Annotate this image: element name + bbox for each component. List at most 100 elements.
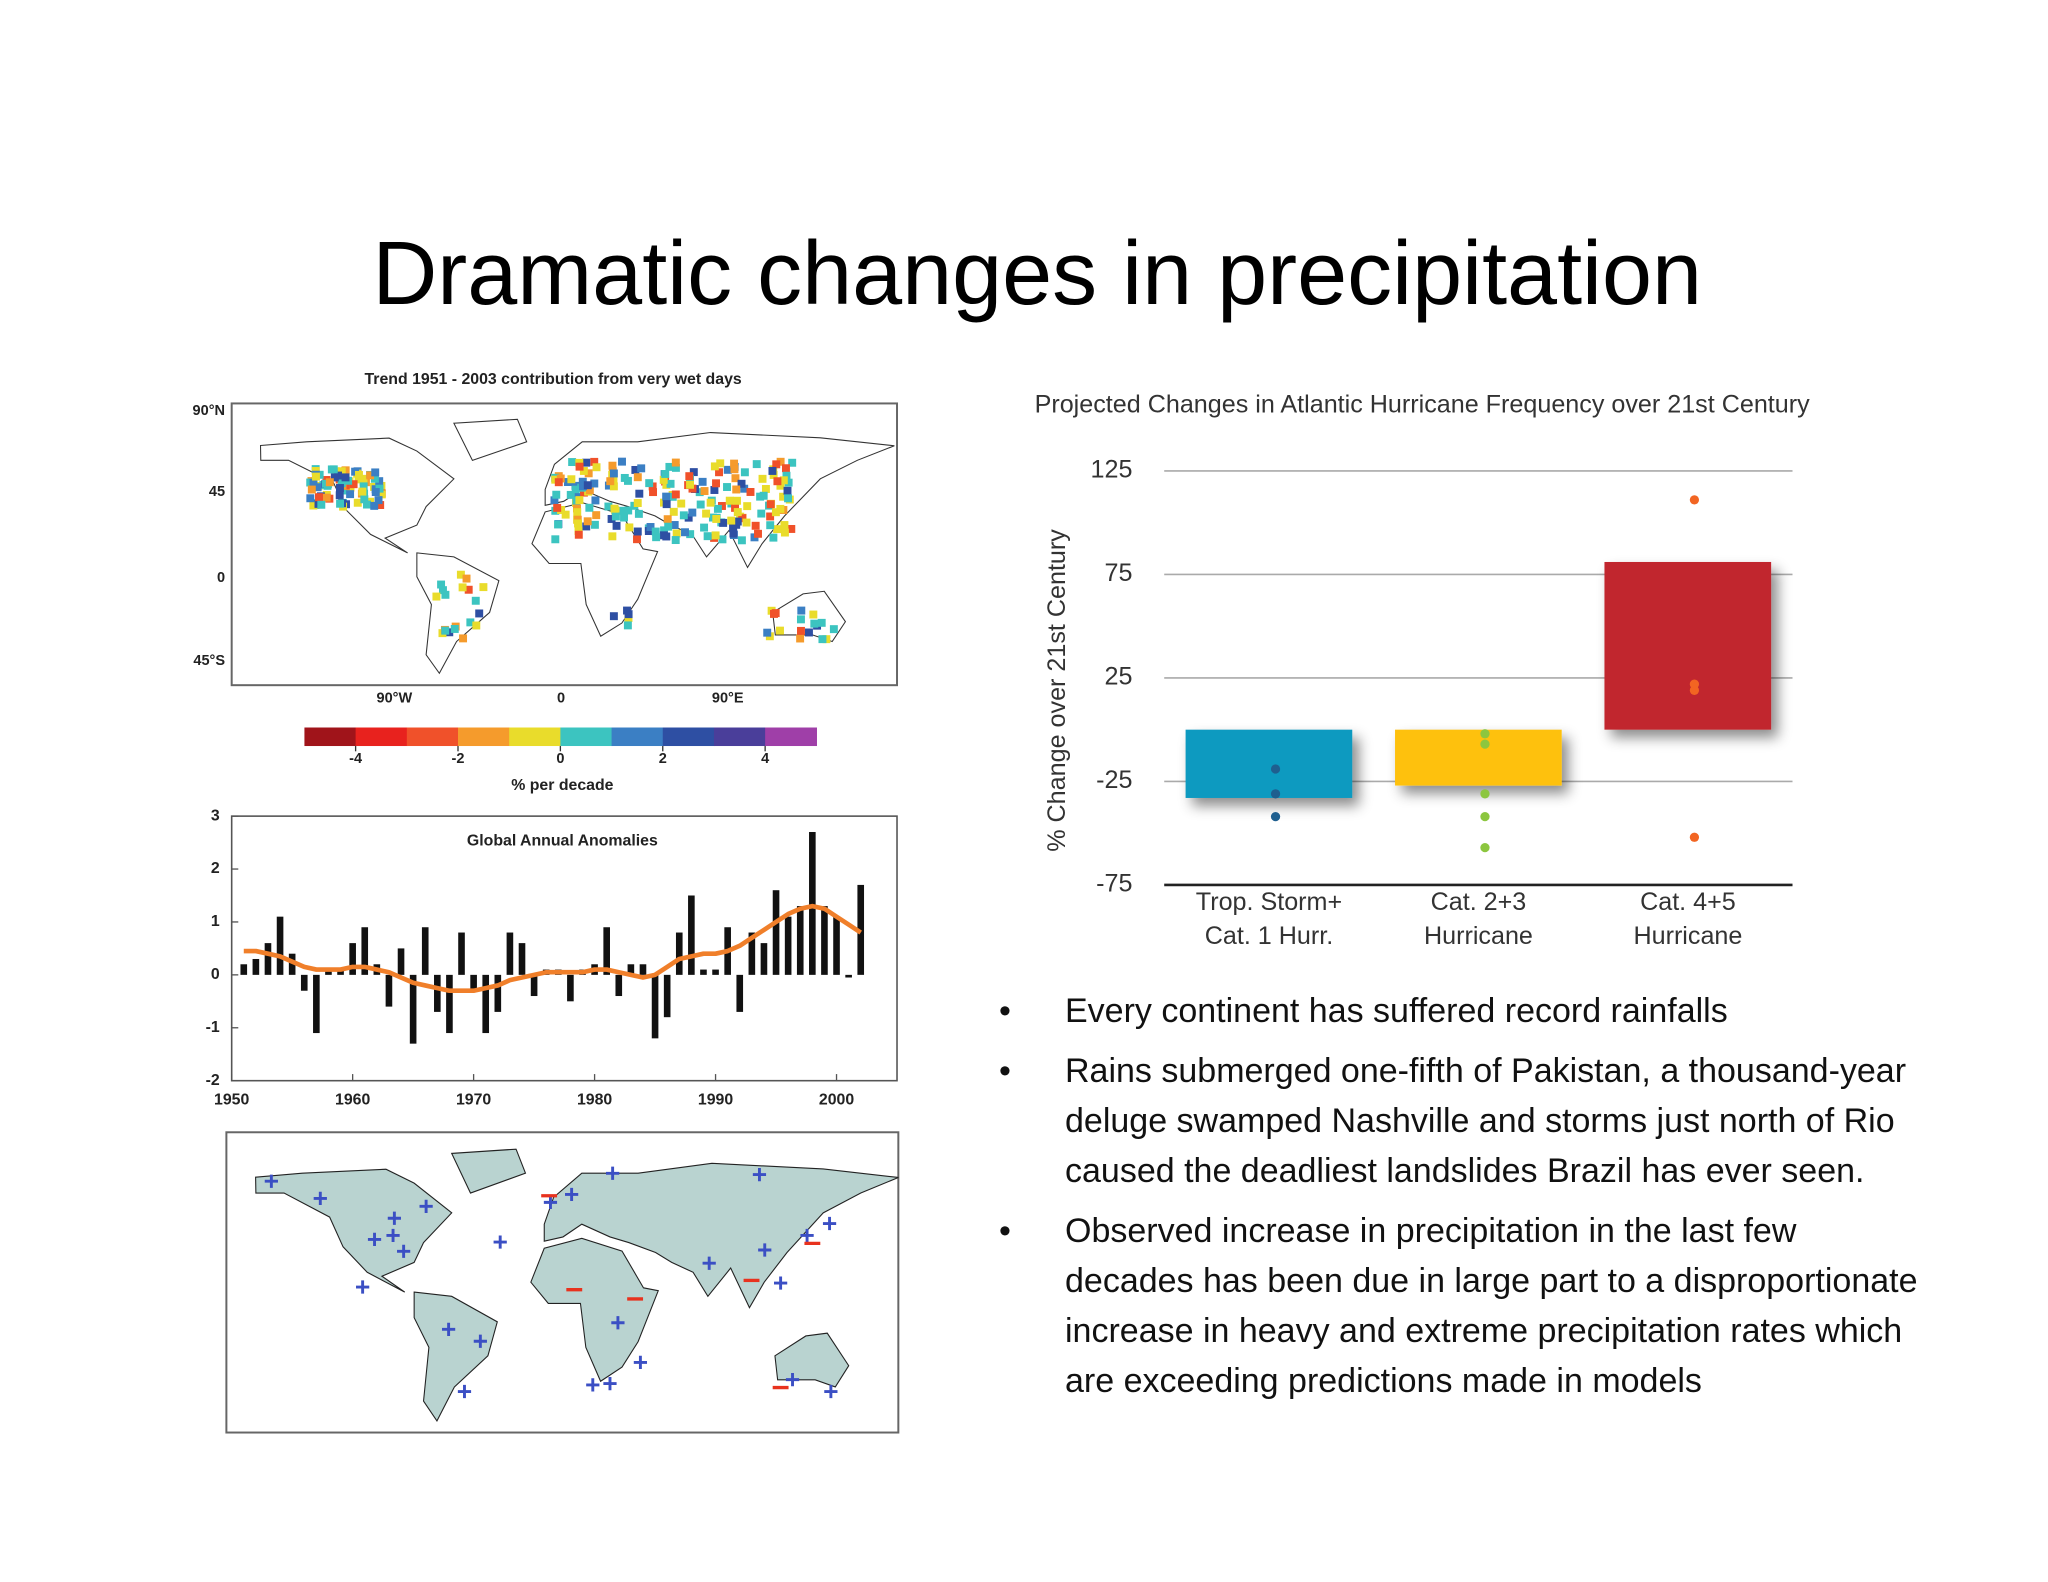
trend-cell [585, 503, 594, 512]
trend-cell [472, 621, 481, 630]
increase-marker [397, 1244, 411, 1258]
trend-cell [730, 465, 739, 474]
trend-cell [719, 518, 728, 527]
trend-cell [645, 479, 654, 488]
trend-cell [754, 529, 762, 538]
bar [494, 974, 502, 1012]
trend-cell [698, 477, 707, 486]
trend-cell [782, 471, 791, 480]
trend-cell [718, 502, 726, 510]
trend-cell [733, 517, 742, 526]
trend-cell [625, 523, 634, 532]
bullet-item: • Every continent has suffered record rai… [999, 986, 1919, 1036]
trend-cell [787, 524, 796, 533]
trend-cell [711, 531, 720, 540]
bar [252, 958, 260, 975]
lat-label: 45°S [193, 653, 225, 669]
trend-cell [746, 488, 755, 496]
trend-cell [766, 500, 775, 509]
increase-marker [457, 1384, 472, 1399]
trend-cell [662, 480, 671, 489]
trend-cell [644, 527, 653, 535]
trend-cell [688, 508, 697, 517]
map-title: Trend 1951 - 2003 contribution from very… [364, 371, 741, 388]
trend-cell [780, 521, 789, 529]
trend-cell [609, 469, 618, 478]
trend-cell [438, 586, 447, 595]
y-tick-label: -1 [206, 1019, 220, 1036]
bar [458, 932, 465, 975]
trend-cell [727, 516, 736, 525]
bullet-text: Observed increase in precipitation in th… [1065, 1212, 1918, 1400]
trend-cell [796, 615, 805, 624]
trend-cell [578, 477, 587, 486]
trend-cell [604, 502, 613, 511]
trend-cell [710, 486, 719, 494]
y-tick-label: -25 [1096, 766, 1132, 794]
trend-cell [330, 473, 339, 482]
bar [240, 964, 248, 975]
colorbar-tick-label: 4 [761, 751, 770, 767]
trend-cell [771, 609, 780, 618]
trend-cell [732, 485, 741, 494]
trend-cell [738, 514, 747, 523]
trend-cell [322, 493, 331, 502]
trend-cell [725, 496, 734, 505]
bar [470, 974, 477, 991]
bar [361, 927, 369, 975]
model-point [1270, 764, 1281, 774]
bar [421, 927, 429, 975]
trend-cell [742, 518, 751, 527]
x-tick-label: 1990 [698, 1092, 733, 1109]
bar [833, 916, 840, 975]
trend-cell [715, 468, 723, 477]
trend-cell [733, 496, 741, 505]
trend-cell [608, 461, 617, 470]
bar [518, 943, 526, 975]
trend-cell [733, 508, 742, 517]
trend-cell [354, 475, 363, 484]
increase-marker [387, 1211, 401, 1225]
trend-cell [730, 459, 739, 468]
colorbar-swatch [304, 727, 357, 747]
bullet-list: • Every continent has suffered record rai… [999, 986, 1919, 1416]
increase-marker [264, 1174, 278, 1188]
bar [325, 969, 332, 975]
trend-cell [718, 535, 727, 544]
bar [821, 906, 828, 975]
trend-cell [788, 458, 797, 467]
trend-cell [612, 521, 621, 530]
trend-cell [703, 532, 712, 541]
trend-cell [571, 485, 580, 494]
trend-cell [363, 500, 371, 509]
trend-cell [575, 496, 584, 505]
trend-cell [561, 510, 570, 519]
trend-cell [466, 618, 475, 627]
trend-cell [591, 496, 600, 505]
trend-cell [829, 625, 838, 634]
trend-cell [710, 462, 719, 471]
trend-cell [634, 509, 643, 518]
increase-marker [752, 1167, 767, 1182]
bar [615, 974, 623, 997]
increase-marker [702, 1256, 716, 1270]
trend-cell [464, 585, 473, 594]
trend-cell [437, 580, 446, 589]
colorbar-swatch [662, 727, 715, 747]
bar [1185, 729, 1353, 798]
bar [736, 974, 744, 1012]
trend-cell [663, 515, 672, 524]
trend-cell [631, 465, 640, 474]
trend-cell [337, 467, 346, 476]
y-tick-label: -2 [206, 1072, 220, 1089]
trend-cell [672, 529, 681, 538]
increase-marker [419, 1199, 433, 1213]
trend-cell [566, 490, 575, 499]
trend-cell [608, 532, 617, 541]
trend-cell [592, 511, 601, 520]
trend-cell [723, 465, 732, 474]
slide-title: Dramatic changes in precipitation [372, 224, 1702, 324]
trend-cell [623, 606, 631, 615]
trend-cell [671, 463, 680, 472]
trend-cell [763, 628, 772, 637]
